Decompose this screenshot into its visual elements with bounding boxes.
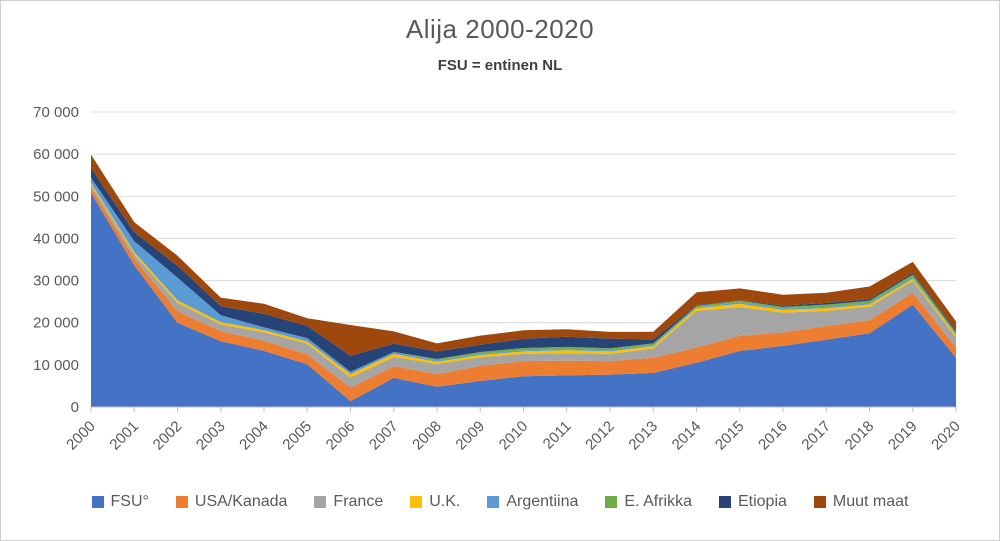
y-tick-label: 30 000 (33, 273, 79, 290)
legend-label: USA/Kanada (194, 493, 288, 510)
legend-item-u-k: U.K. (410, 493, 460, 511)
legend-item-fsu: FSU° (91, 493, 149, 511)
chart-title: Alija 2000-2020 (405, 14, 595, 44)
x-tick-label: 2019 (885, 418, 921, 454)
y-tick-label: 70 000 (33, 104, 79, 121)
x-tick-label: 2000 (63, 418, 99, 454)
legend-swatch-fsu (91, 496, 104, 508)
x-tick-label: 2020 (928, 418, 964, 454)
x-tick-label: 2012 (582, 418, 618, 454)
y-tick-label: 0 (71, 399, 79, 416)
x-tick-label: 2013 (625, 418, 661, 454)
legend-swatch-argentiina (487, 496, 500, 508)
legend-swatch-u-k (410, 496, 423, 508)
legend-item-etiopia: Etiopia (718, 493, 787, 511)
legend-item-muut-maat: Muut maat (813, 493, 909, 511)
x-tick-label: 2001 (106, 418, 142, 454)
x-tick-label: 2018 (842, 418, 878, 454)
x-tick-label: 2010 (496, 418, 532, 454)
legend-item-usa-kanada: USA/Kanada (175, 493, 288, 511)
legend-swatch-usa-kanada (175, 496, 188, 508)
area-fsu (91, 192, 956, 407)
x-tick-label: 2011 (540, 418, 575, 453)
y-tick-label: 40 000 (33, 230, 79, 247)
area-usa-kanada (91, 187, 956, 402)
x-tick-label: 2002 (150, 418, 186, 454)
legend-item-e-afrikka: E. Afrikka (605, 493, 692, 511)
legend-label: FSU° (110, 493, 149, 510)
legend-item-argentiina: Argentiina (487, 493, 578, 511)
legend-label: Muut maat (832, 493, 909, 510)
legend-swatch-muut-maat (813, 496, 826, 508)
y-tick-label: 50 000 (33, 188, 79, 205)
legend-label: E. Afrikka (624, 493, 692, 510)
legend-label: Argentiina (506, 493, 579, 510)
chart-subtitle: FSU = entinen NL (437, 57, 563, 74)
x-tick-label: 2009 (452, 418, 488, 454)
legend-swatch-e-afrikka (605, 496, 618, 508)
x-tick-label: 2008 (409, 418, 445, 454)
legend-item-france: France (314, 493, 383, 511)
legend-label: Etiopia (737, 493, 787, 510)
x-tick-label: 2004 (236, 418, 272, 454)
y-tick-label: 10 000 (33, 357, 79, 374)
legend-label: U.K. (429, 493, 461, 510)
legend-swatch-etiopia (718, 496, 731, 508)
x-tick-label: 2005 (279, 418, 315, 454)
x-tick-label: 2003 (193, 418, 229, 454)
x-tick-label: 2016 (755, 418, 791, 454)
legend-swatch-france (314, 496, 327, 508)
y-tick-label: 20 000 (33, 315, 79, 332)
y-tick-label: 60 000 (33, 146, 79, 163)
x-tick-label: 2006 (323, 418, 359, 454)
x-tick-label: 2017 (798, 418, 834, 454)
x-tick-label: 2015 (712, 418, 748, 454)
x-tick-label: 2014 (669, 418, 705, 454)
legend: FSU° USA/Kanada France U.K. Argentiina E. Afr… (1, 493, 999, 511)
x-tick-label: 2007 (366, 418, 402, 454)
legend-label: France (333, 493, 384, 510)
